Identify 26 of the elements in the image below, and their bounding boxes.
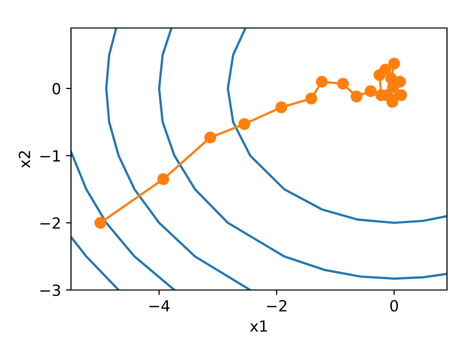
point (204, 132, 216, 144)
x-axis-title: x1 (250, 320, 267, 332)
point (94, 216, 106, 229)
point (364, 85, 377, 98)
point (350, 90, 362, 102)
x-tick-label: 0 (390, 300, 398, 312)
point (316, 76, 328, 88)
y-tick-label: 0 (52, 82, 60, 94)
point (275, 101, 288, 114)
line-series (105, 28, 252, 290)
point (238, 118, 250, 130)
y-axis-title: x2 (18, 151, 30, 168)
line-series (71, 150, 176, 290)
x-tick-label: −4 (149, 300, 170, 312)
y-tick-label: −3 (40, 284, 60, 296)
point (395, 89, 408, 102)
x-tick-label: −2 (266, 300, 286, 312)
point (337, 78, 349, 90)
y-tick-label: −1 (40, 150, 60, 162)
line-series (226, 28, 447, 224)
point (305, 92, 318, 104)
y-tick-label: −2 (40, 217, 60, 229)
line-series (158, 28, 447, 280)
point (379, 64, 392, 76)
point (157, 173, 170, 186)
point (388, 58, 400, 70)
